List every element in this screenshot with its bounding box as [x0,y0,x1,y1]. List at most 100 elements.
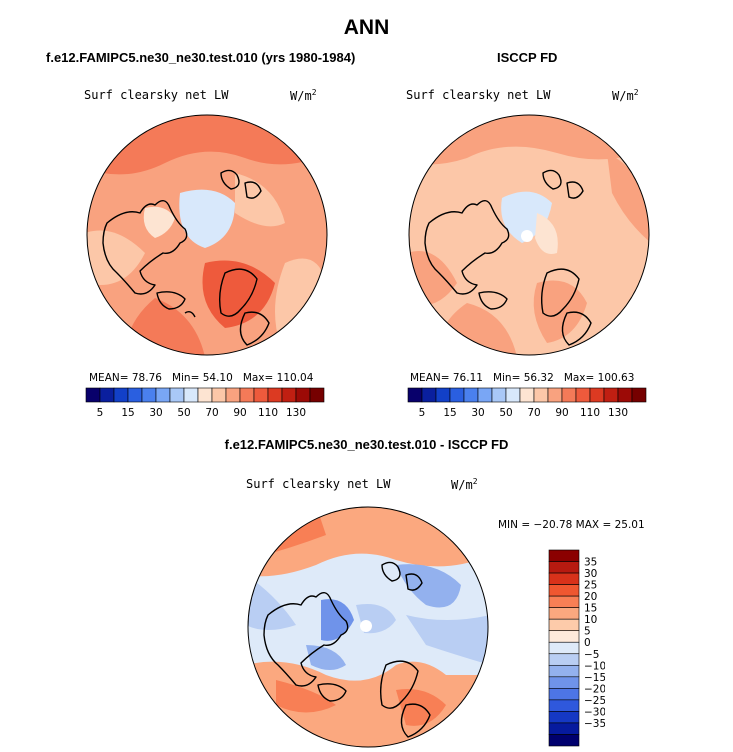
diff-colorbar-label: −5 [584,649,599,661]
diff-colorbar-cell [548,595,580,608]
colorbar-cell [197,387,213,403]
colorbar-cell [281,387,297,403]
diff-colorbar-label: −25 [584,695,605,707]
page-title: ANN [343,16,390,39]
colorbar-cell [491,387,507,403]
model-panel-title: f.e12.FAMIPC5.ne30_ne30.test.010 (yrs 19… [46,50,356,65]
diff-colorbar-label: −30 [584,706,605,718]
colorbar-label: 110 [580,407,600,419]
colorbar-label: 15 [443,407,456,419]
diff-colorbar-cell [548,699,580,712]
colorbar-label: 130 [286,407,306,419]
obs-variable-label: Surf clearsky net LW [406,88,551,102]
colorbar-label: 110 [258,407,278,419]
colorbar-label: 70 [527,407,540,419]
colorbar-cell [155,387,171,403]
diff-colorbar-cell [548,584,580,597]
colorbar-label: 130 [608,407,628,419]
colorbar-label: 30 [149,407,162,419]
diff-colorbar-cell [548,549,580,562]
colorbar-label: 50 [177,407,190,419]
colorbar-cell [225,387,241,403]
colorbar-label: 5 [419,407,426,419]
diff-variable-label: Surf clearsky net LW [246,477,391,491]
colorbar-label: 90 [555,407,568,419]
colorbar-cell [113,387,129,403]
model-units-label: W/m2 [290,88,317,103]
colorbar-cell [211,387,227,403]
diff-colorbar-label: 20 [584,591,597,603]
colorbar-cell [99,387,115,403]
colorbar-cell [561,387,577,403]
diff-colorbar-cell [548,664,580,678]
diff-colorbar-label: 10 [584,614,597,626]
colorbar-cell [85,387,101,403]
diff-colorbar-cell [548,572,580,585]
colorbar-cell [449,387,465,403]
colorbar-cell [631,387,647,403]
diff-colorbar-label: 0 [584,637,591,649]
colorbar-cell [477,387,493,403]
model-colorbar: 5 15 30 50 70 90 110 130 [85,387,325,419]
colorbar-cell [617,387,633,403]
diff-colorbar-cell [548,722,580,735]
diff-colorbar-cell [548,734,580,747]
diff-colorbar-cell [548,561,580,574]
colorbar-cell [239,387,255,403]
diff-colorbar-label: 30 [584,568,597,580]
colorbar-cell [127,387,143,403]
diff-colorbar-label: −20 [584,683,605,695]
model-polar-map [86,114,328,356]
obs-units-label: W/m2 [612,88,639,103]
obs-stats: MEAN= 76.11 Min= 56.32 Max= 100.63 [410,372,635,384]
model-stats: MEAN= 78.76 Min= 54.10 Max= 110.04 [89,372,314,384]
diff-colorbar-cell [548,630,580,643]
colorbar-cell [603,387,619,403]
colorbar-cell [547,387,563,403]
colorbar-cell [267,387,283,403]
colorbar-cell [253,387,269,403]
colorbar-cell [505,387,521,403]
diff-colorbar-label: 35 [584,557,597,569]
colorbar-label: 30 [471,407,484,419]
colorbar-label: 50 [499,407,512,419]
colorbar-cell [295,387,311,403]
diff-colorbar-label: −15 [584,672,605,684]
diff-colorbar-cell [548,711,580,724]
colorbar-label: 90 [233,407,246,419]
colorbar-cell [463,387,479,403]
colorbar-cell [519,387,535,403]
diff-colorbar-label: 15 [584,603,597,615]
colorbar-cell [589,387,605,403]
diff-colorbar-cell [548,618,580,632]
diff-panel-title: f.e12.FAMIPC5.ne30_ne30.test.010 - ISCCP… [224,437,509,452]
colorbar-cell [421,387,437,403]
diff-polar-map [247,506,489,748]
diff-colorbar-cell [548,607,580,620]
colorbar-label: 5 [97,407,104,419]
diff-colorbar-cell [548,653,580,666]
diff-colorbar-cell [548,641,580,655]
colorbar-cell [575,387,591,403]
colorbar-cell [309,387,325,403]
colorbar-cell [183,387,199,403]
colorbar-cell [169,387,185,403]
diff-colorbar-cell [548,688,580,701]
diff-colorbar-label: −35 [584,718,605,730]
diff-colorbar-label: 25 [584,580,597,592]
colorbar-label: 15 [121,407,134,419]
model-variable-label: Surf clearsky net LW [84,88,229,102]
obs-colorbar: 5 15 30 50 70 90 110 130 [407,387,647,419]
colorbar-cell [407,387,423,403]
colorbar-cell [435,387,451,403]
obs-panel-title: ISCCP FD [497,50,558,65]
diff-units-label: W/m2 [451,477,478,492]
diff-minmax: MIN = −20.78 MAX = 25.01 [498,519,645,531]
colorbar-cell [141,387,157,403]
diff-colorbar-label: 5 [584,626,591,638]
colorbar-cell [533,387,549,403]
diff-colorbar-label: −10 [584,660,605,672]
colorbar-label: 70 [205,407,218,419]
obs-polar-map [408,114,650,356]
